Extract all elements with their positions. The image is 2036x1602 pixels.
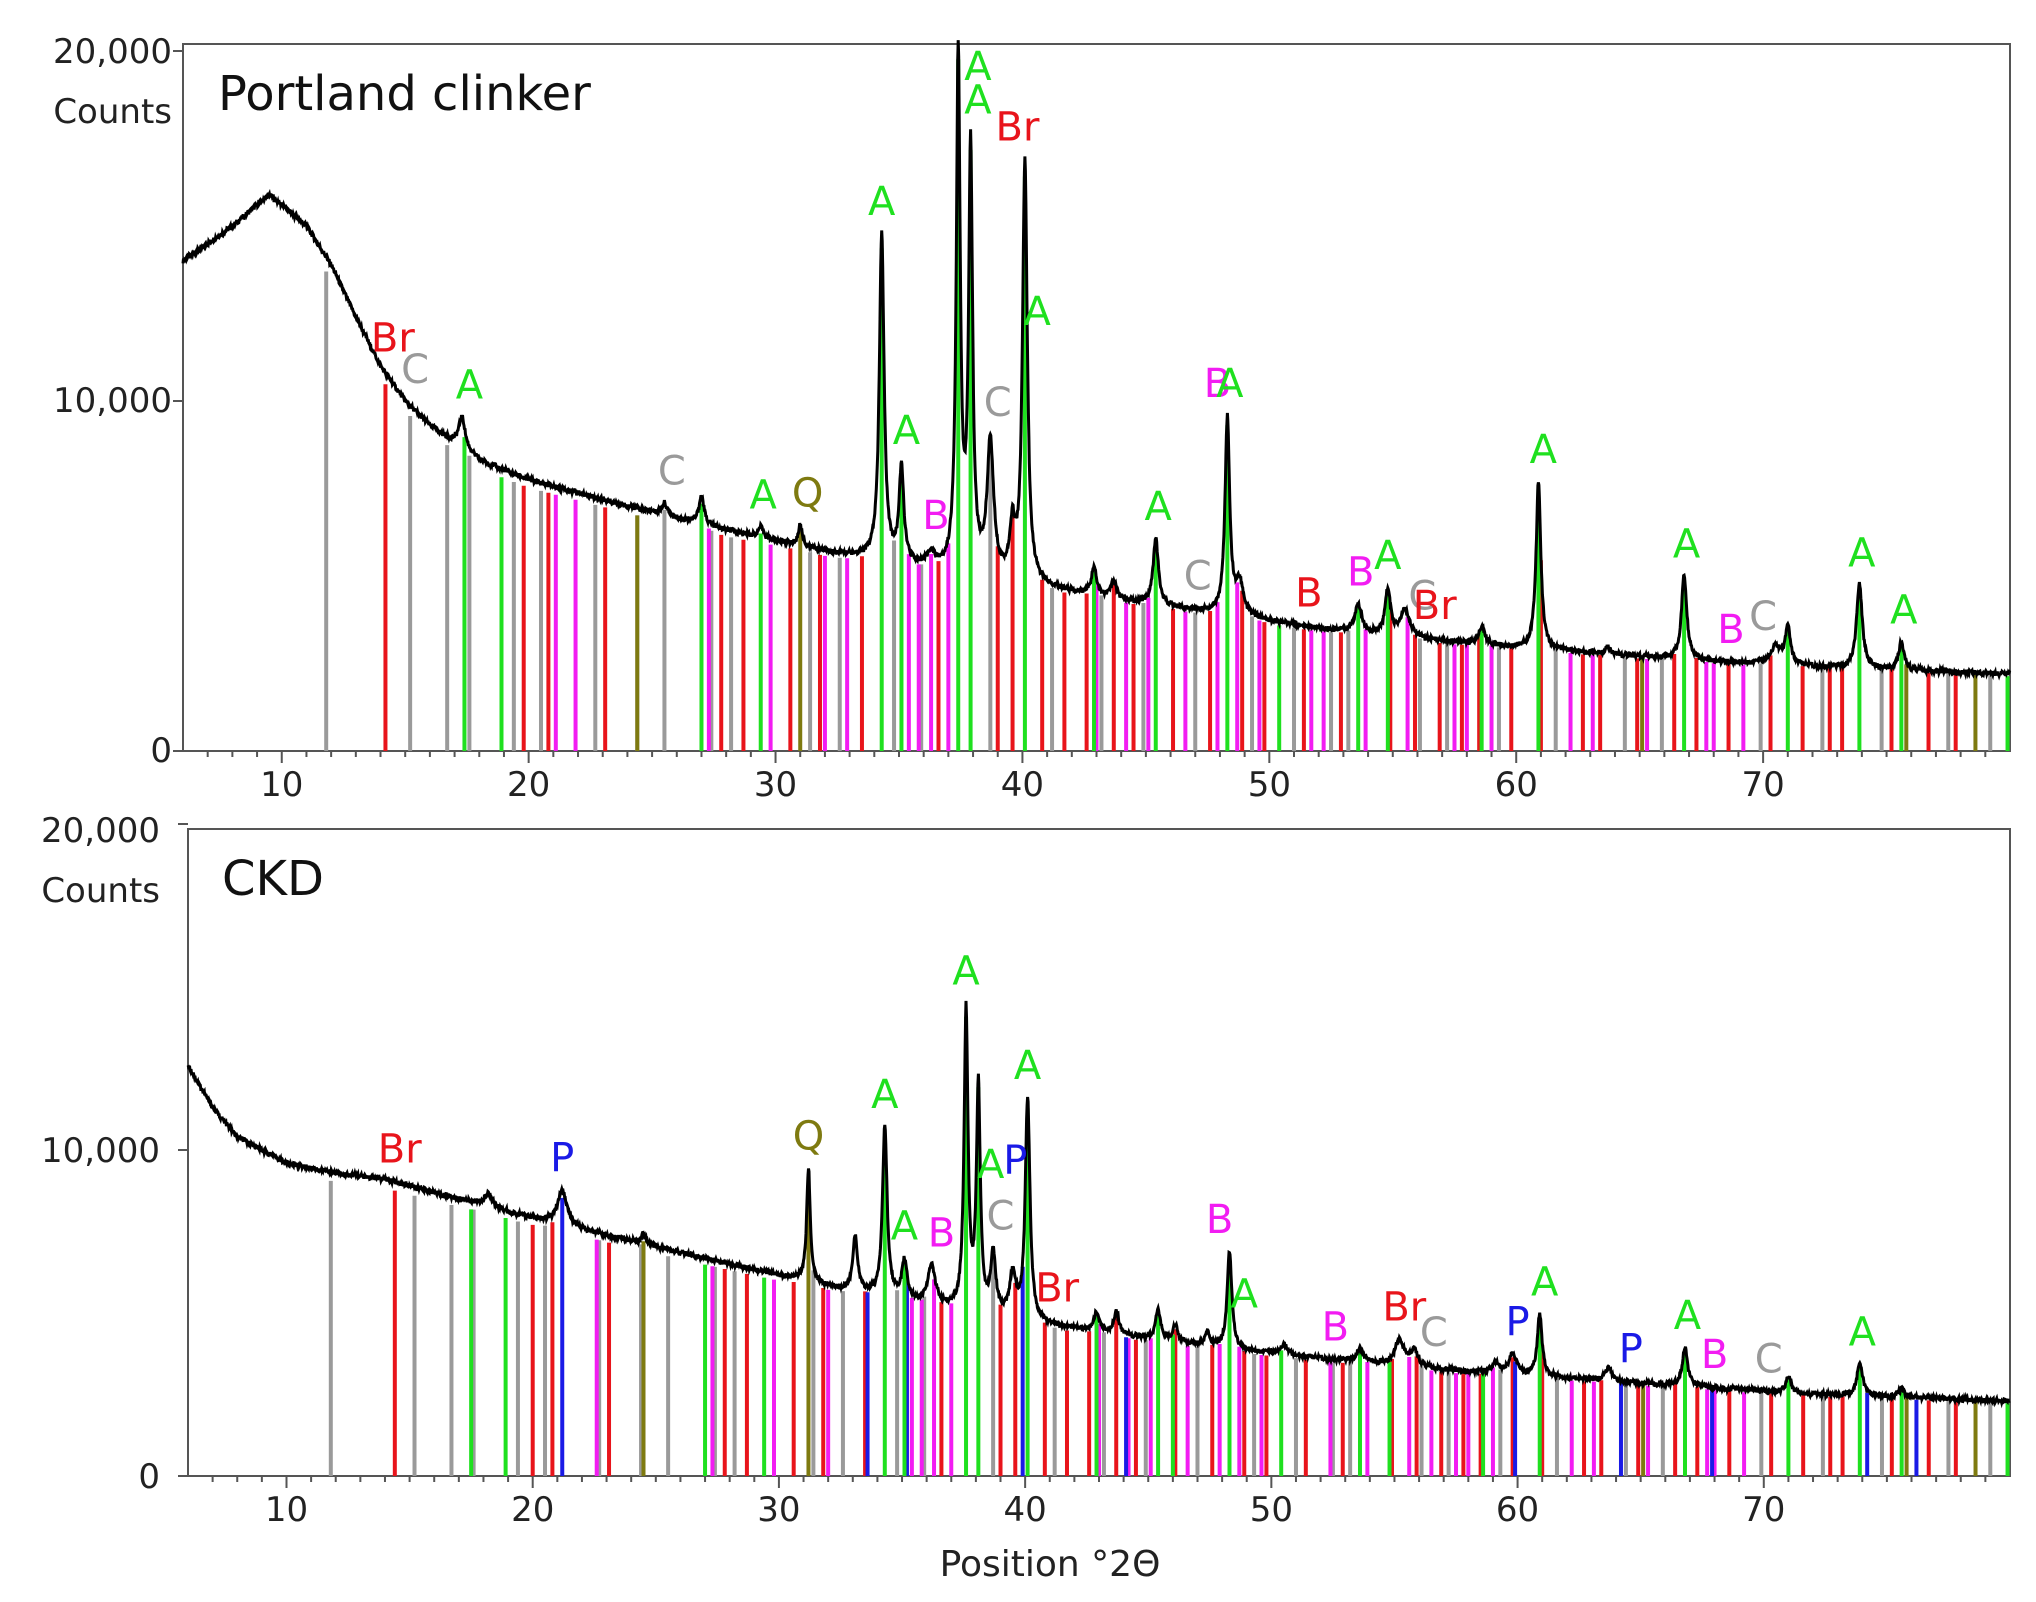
y-axis-label: Counts [41,871,160,911]
peak-label-a: A [1145,484,1173,530]
peak-label-a: A [893,408,921,454]
x-tick-label-10: 10 [265,1490,308,1530]
y-tick-label-0: 0 [150,731,172,771]
peak-label-a: A [1024,289,1052,335]
peak-label-br: Br [1413,583,1457,629]
x-tick-label-30: 30 [757,1490,800,1530]
x-tick-label-40: 40 [1004,1490,1047,1530]
peak-label-br: Br [1382,1285,1426,1331]
peak-label-a: A [977,1142,1005,1188]
peak-label-a: A [1890,587,1918,633]
peak-label-c: C [987,1194,1015,1240]
y-tick-label-20000: 20,000 [41,811,160,851]
x-tick-label-20: 20 [511,1490,554,1530]
peak-label-a: A [1374,533,1402,579]
y-tick-label-0: 0 [138,1457,160,1497]
peak-label-p: P [550,1135,574,1181]
peak-label-a: A [964,44,992,90]
y-axis: 20,000 Counts 10,000 0 [53,32,183,771]
y-tick-label-10000: 10,000 [53,381,172,421]
peak-label-a: A [1014,1043,1042,1089]
x-tick-label-70: 70 [1742,1490,1785,1530]
x-axis-title: Position °2Θ [940,1544,1161,1585]
peak-label-b: B [1322,1304,1349,1350]
peak-label-a: A [964,77,992,123]
panel-title: CKD [222,851,324,907]
peak-label-a: A [1530,427,1558,473]
y-axis: 20,000 Counts 10,000 0 [41,811,188,1497]
peak-label-a: A [750,473,778,519]
peak-label-a: A [1849,1309,1877,1355]
x-tick-label-50: 50 [1248,765,1291,805]
x-tick-label-30: 30 [754,765,797,805]
peak-label-br: Br [996,105,1040,151]
peak-label-p: P [1506,1300,1530,1346]
peak-label-br: Br [378,1127,422,1173]
peak-label-a: A [1531,1260,1559,1306]
x-tick-label-40: 40 [1001,765,1044,805]
diffraction-trace [181,40,2012,681]
peak-label-b: B [1295,571,1322,617]
peak-label-a: A [952,949,980,995]
peak-label-b: B [1347,549,1374,595]
peak-label-q: Q [793,1114,824,1160]
peak-label-a: A [1673,521,1701,567]
peak-label-q: Q [792,470,823,516]
peak-label-b: B [1204,361,1231,407]
x-tick-label-60: 60 [1495,765,1538,805]
peak-label-p: P [1619,1326,1643,1372]
y-tick-label-20000: 20,000 [53,32,172,72]
y-axis-label: Counts [53,92,172,132]
peak-label-a: A [871,1072,899,1118]
diffraction-trace [186,1000,2011,1409]
peak-label-c: C [658,449,686,495]
peak-label-b: B [922,493,949,539]
x-tick-label-60: 60 [1496,1490,1539,1530]
reference-lines [324,59,2010,751]
peak-label-c: C [984,380,1012,426]
y-tick-label-10000: 10,000 [41,1131,160,1171]
reference-lines [328,1016,2010,1476]
peak-label-c: C [1184,554,1212,600]
peak-label-a: A [1231,1272,1259,1318]
x-tick-label-10: 10 [260,765,303,805]
peak-label-b: B [1701,1332,1728,1378]
peak-label-br: Br [1035,1266,1079,1312]
x-tick-label-50: 50 [1250,1490,1293,1530]
peak-label-p: P [1003,1138,1027,1184]
peak-label-a: A [1216,361,1244,407]
peak-label-a: A [1674,1293,1702,1339]
x-tick-label-70: 70 [1741,765,1784,805]
x-axis: 10 20 30 40 50 60 70 [206,751,1987,805]
peak-label-c: C [1408,573,1436,619]
peak-label-a: A [456,363,484,409]
x-axis: 10 20 30 40 50 60 70 [211,1476,1987,1530]
peak-label-a: A [1848,530,1876,576]
peak-label-b: B [928,1211,955,1257]
peak-label-br: Br [371,315,415,361]
x-tick-label-20: 20 [507,765,550,805]
peak-label-c: C [1755,1337,1783,1383]
peak-label-b: B [1206,1197,1233,1243]
panel-title: Portland clinker [218,66,591,122]
peak-label-c: C [1420,1310,1448,1356]
peak-label-a: A [891,1203,919,1249]
peak-label-c: C [1749,594,1777,640]
peak-label-a: A [868,179,896,225]
peak-label-c: C [401,347,429,393]
peak-label-b: B [1717,607,1744,653]
